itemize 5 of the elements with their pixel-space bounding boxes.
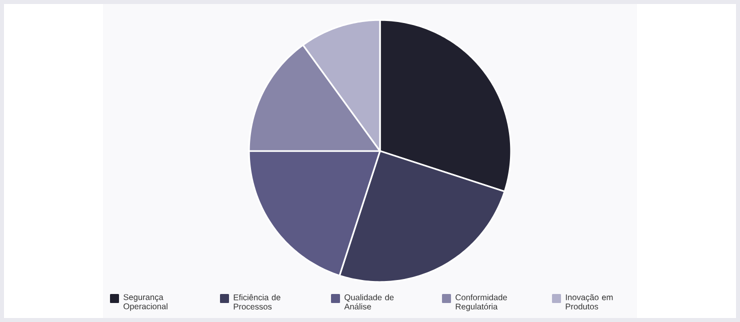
- legend-label: Qualidade de Análise: [344, 294, 394, 310]
- legend-label: Segurança Operacional: [124, 294, 168, 311]
- legend-label: Eficiência de Processos: [234, 294, 280, 310]
- legend-label: Conformidade Regulatória: [456, 294, 507, 312]
- legend-label: Inovação em Produtos: [566, 294, 613, 310]
